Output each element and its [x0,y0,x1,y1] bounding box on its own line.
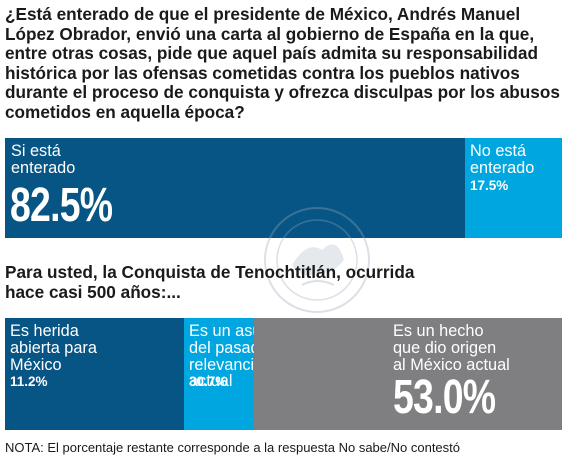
bar-segment-no-enterado: No está enterado 17.5% [465,138,562,238]
question-2-title: Para usted, la Conquista de Tenochtitlán… [5,262,415,302]
value-label-no-enterado: 17.5% [470,178,509,193]
stacked-bar-chart-2: Es herida abierta para México 11.2% Es u… [5,318,562,430]
bar-segment-hecho-origen [254,318,562,430]
bar-segment-herida-abierta: Es herida abierta para México 11.2% [5,318,184,430]
value-label-asunto-pasado: 30.7% [189,374,228,389]
seal-watermark-icon [264,207,370,313]
category-label-si-enterado: Si está enterado [11,142,76,177]
category-label-hecho-origen: Es un hecho que dio origen al México act… [393,322,510,374]
stacked-bar-chart-1: Si está enterado 82.5% No está enterado … [5,138,562,238]
bar-segment-asunto-pasado [184,318,254,430]
question-1-title: ¿Está enterado de que el presidente de M… [5,4,560,122]
value-label-hecho-origen: 53.0% [393,371,496,424]
value-label-si-enterado: 82.5% [10,179,113,232]
category-label-herida-abierta: Es herida abierta para México [10,322,97,374]
bar-segment-si-enterado: Si está enterado 82.5% [5,138,465,238]
bar-segment-asunto-pasado-label-area: Es un asunto del pasado sin relevancia a… [184,318,294,430]
value-label-herida-abierta: 11.2% [10,374,48,389]
category-label-no-enterado: No está enterado [470,142,535,177]
footnote: NOTA: El porcentaje restante corresponde… [5,440,461,455]
